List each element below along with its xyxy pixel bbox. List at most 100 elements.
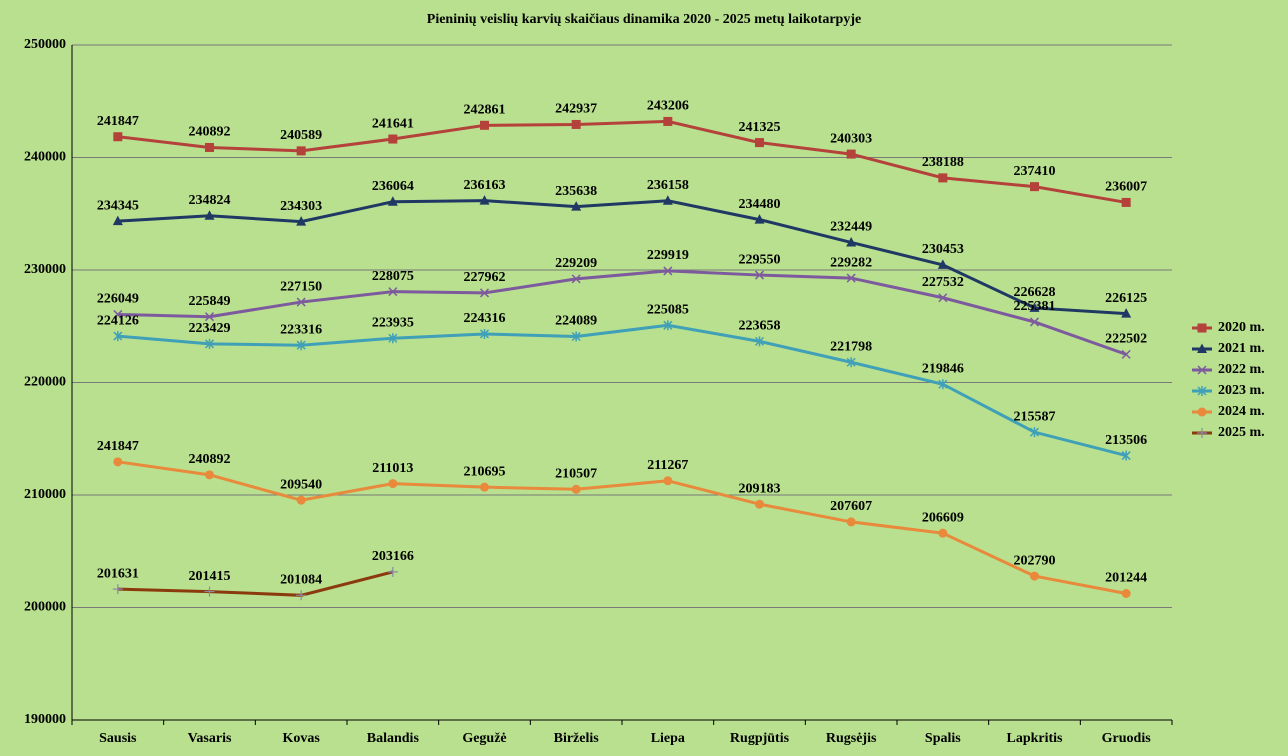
data-point <box>388 287 398 297</box>
data-point <box>204 312 215 322</box>
data-label: 227962 <box>464 270 506 285</box>
data-label: 236007 <box>1105 180 1147 195</box>
data-point <box>754 270 765 280</box>
data-point <box>113 331 123 342</box>
data-point <box>296 340 306 351</box>
series-line <box>117 323 1127 458</box>
y-tick-label: 200000 <box>24 600 66 615</box>
x-tick-label: Sausis <box>99 731 137 746</box>
data-point <box>1029 302 1040 312</box>
data-label: 234824 <box>189 193 231 208</box>
chart-title: Pieninių veislių karvių skaičiaus dinami… <box>427 12 861 27</box>
data-point <box>846 149 856 159</box>
series-line <box>117 199 1127 316</box>
data-label: 236163 <box>464 178 506 193</box>
data-label: 223429 <box>189 321 231 336</box>
data-point <box>938 173 948 183</box>
legend-marker <box>1197 323 1207 333</box>
data-label: 225381 <box>1014 299 1056 314</box>
data-point <box>663 320 673 331</box>
data-point <box>204 586 215 597</box>
x-tick-label: Balandis <box>367 731 420 746</box>
y-tick-label: 210000 <box>24 487 66 502</box>
data-label: 223658 <box>739 319 781 334</box>
data-label: 209540 <box>280 477 322 492</box>
data-point <box>113 457 123 467</box>
data-label: 201415 <box>189 569 231 584</box>
data-point <box>388 333 398 344</box>
data-point <box>1029 317 1040 327</box>
x-tick-label: Liepa <box>651 731 685 746</box>
data-label: 211013 <box>372 461 413 476</box>
legend-label: 2020 m. <box>1218 320 1265 335</box>
data-point <box>387 566 398 577</box>
data-point <box>205 470 214 480</box>
x-tick-label: Rugpjūtis <box>730 731 790 746</box>
data-point <box>1121 197 1131 207</box>
data-label: 211267 <box>647 458 688 473</box>
data-label: 235638 <box>555 184 597 199</box>
data-label: 227150 <box>280 279 322 294</box>
data-point <box>480 482 489 492</box>
data-point <box>1121 308 1132 318</box>
data-point <box>571 484 581 494</box>
data-label: 241847 <box>97 439 139 454</box>
data-label: 228075 <box>372 269 414 284</box>
legend-marker <box>1197 343 1207 353</box>
data-label: 237410 <box>1014 164 1056 179</box>
data-point <box>113 309 123 319</box>
data-point <box>479 328 490 339</box>
data-point <box>204 210 215 220</box>
data-point <box>1030 571 1039 581</box>
data-point <box>479 195 490 205</box>
x-tick-label: Rugsėjis <box>826 731 877 746</box>
data-point <box>112 215 123 226</box>
data-point <box>296 495 306 505</box>
data-label: 240892 <box>189 125 231 140</box>
series-line <box>117 119 1127 204</box>
data-label: 241641 <box>372 116 414 131</box>
data-point <box>754 214 765 224</box>
data-label: 229209 <box>555 256 597 271</box>
data-point <box>755 138 764 148</box>
data-point <box>388 479 398 489</box>
data-label: 203166 <box>372 549 414 564</box>
data-point <box>204 338 215 349</box>
data-label: 242861 <box>464 103 506 118</box>
series-line <box>117 269 1127 356</box>
y-tick-label: 220000 <box>24 375 66 390</box>
data-label: 219846 <box>922 361 964 376</box>
data-label: 213506 <box>1105 433 1147 448</box>
series-line <box>117 570 394 597</box>
data-label: 226049 <box>97 292 139 307</box>
data-point <box>846 273 856 283</box>
data-label: 210507 <box>555 467 597 482</box>
data-label: 240589 <box>280 128 322 143</box>
x-tick-label: Gruodis <box>1102 731 1152 746</box>
data-label: 229282 <box>830 255 872 270</box>
data-label: 227532 <box>922 275 964 290</box>
data-point <box>387 196 398 206</box>
data-point <box>755 499 764 509</box>
x-tick-label: Kovas <box>282 731 320 746</box>
legend-label: 2021 m. <box>1218 341 1265 356</box>
x-tick-label: Lapkritis <box>1006 731 1063 746</box>
data-label: 225085 <box>647 303 689 318</box>
data-point <box>1121 450 1131 461</box>
data-label: 223316 <box>280 322 322 337</box>
data-label: 224089 <box>555 314 597 329</box>
data-point <box>205 142 214 152</box>
legend-marker <box>1197 365 1207 375</box>
data-point <box>754 336 765 347</box>
legend-label: 2023 m. <box>1218 383 1265 398</box>
x-tick-label: Gegužė <box>462 731 506 746</box>
data-label: 241325 <box>739 120 781 135</box>
y-tick-label: 240000 <box>24 150 66 165</box>
data-point <box>938 528 948 538</box>
data-label: 234480 <box>739 197 781 212</box>
y-tick-label: 190000 <box>24 712 66 727</box>
data-label: 207607 <box>830 499 872 514</box>
data-point <box>938 379 948 390</box>
